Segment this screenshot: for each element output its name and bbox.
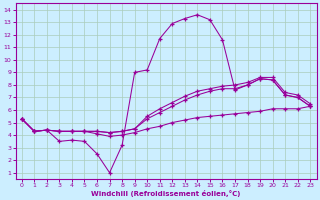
X-axis label: Windchill (Refroidissement éolien,°C): Windchill (Refroidissement éolien,°C): [91, 190, 241, 197]
